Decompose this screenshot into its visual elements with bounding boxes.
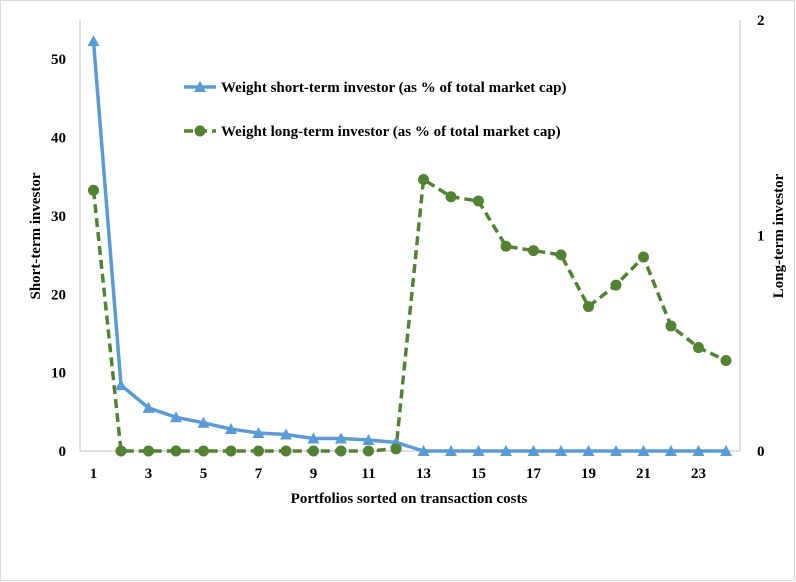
data-point-long-term <box>610 279 622 291</box>
series-markers <box>87 35 732 457</box>
x-axis-label: Portfolios sorted on transaction costs <box>291 491 528 507</box>
data-point-long-term <box>720 354 732 366</box>
data-point-long-term <box>665 320 677 332</box>
data-point-long-term <box>253 445 264 457</box>
data-point-long-term <box>473 195 484 207</box>
data-point-long-term <box>555 249 567 261</box>
data-point-short-term <box>225 423 237 435</box>
data-point-long-term <box>583 301 594 313</box>
legend-label-long-term: Weight long-term investor (as % of total… <box>221 124 561 140</box>
legend-marker-triangle-icon <box>194 81 206 92</box>
x-tick-label: 15 <box>471 466 486 482</box>
data-point-short-term <box>555 445 567 456</box>
series-line-long-term <box>91 177 727 453</box>
data-point-short-term <box>692 445 705 456</box>
data-point-long-term <box>418 173 429 185</box>
data-point-long-term <box>390 443 402 455</box>
y-axis-left-label: Short-term investor <box>28 172 44 299</box>
data-point-long-term <box>528 245 539 257</box>
data-point-short-term <box>582 445 595 456</box>
data-point-short-term <box>720 445 732 456</box>
y-left-tick-label: 40 <box>51 131 66 147</box>
x-tick-label: 1 <box>90 466 98 482</box>
y-left-tick-label: 30 <box>51 209 66 225</box>
x-tick-label: 9 <box>310 466 318 482</box>
y-right-tick-label: 0 <box>757 444 765 460</box>
legend-label-short-term: Weight short-term investor (as % of tota… <box>221 80 566 96</box>
data-point-short-term <box>252 426 265 438</box>
x-tick-label: 21 <box>636 466 651 482</box>
data-point-long-term <box>445 191 457 203</box>
x-tick-label: 5 <box>200 466 208 482</box>
data-point-short-term <box>445 445 457 456</box>
data-point-short-term <box>142 401 155 413</box>
x-tick-label: 7 <box>255 466 263 482</box>
data-point-long-term <box>225 445 237 457</box>
legend: Weight short-term investor (as % of tota… <box>184 80 566 140</box>
data-point-long-term <box>170 445 182 457</box>
data-point-long-term <box>335 445 347 457</box>
data-point-short-term <box>362 434 375 446</box>
data-point-short-term <box>115 379 127 391</box>
legend-item-long-term: Weight long-term investor (as % of total… <box>184 124 561 140</box>
data-point-short-term <box>500 445 512 456</box>
data-point-short-term <box>610 445 622 456</box>
data-point-long-term <box>88 184 99 196</box>
x-tick-label: 13 <box>416 466 431 482</box>
data-point-short-term <box>87 35 100 47</box>
data-point-long-term <box>693 342 704 354</box>
x-tick-label: 11 <box>361 466 375 482</box>
y-axis-right-label: Long-term investor <box>771 173 787 298</box>
data-point-short-term <box>197 416 210 428</box>
y-left-tick-label: 0 <box>59 444 67 460</box>
legend-marker-circle-icon <box>194 125 206 137</box>
data-point-short-term <box>472 445 485 456</box>
data-point-short-term <box>280 428 292 440</box>
data-point-short-term <box>637 445 650 456</box>
x-tick-label: 23 <box>691 466 706 482</box>
data-point-long-term <box>308 445 319 457</box>
data-point-short-term <box>170 411 182 423</box>
series-lines <box>91 41 727 453</box>
x-tick-label: 17 <box>526 466 542 482</box>
data-point-long-term <box>363 445 374 457</box>
data-point-long-term <box>638 251 649 263</box>
series-line-short-term <box>91 41 726 453</box>
data-point-short-term <box>417 445 430 456</box>
legend-item-short-term: Weight short-term investor (as % of tota… <box>184 80 566 96</box>
y-left-tick-label: 20 <box>51 287 66 303</box>
data-point-long-term <box>115 445 127 457</box>
data-point-short-term <box>527 445 540 456</box>
x-tick-label: 19 <box>581 466 596 482</box>
y-right-tick-label: 2 <box>757 13 765 29</box>
data-point-short-term <box>307 432 320 444</box>
y-left-tick-label: 10 <box>51 366 66 382</box>
data-point-short-term <box>665 445 677 456</box>
data-point-short-term <box>335 432 347 444</box>
data-point-long-term <box>143 445 154 457</box>
data-point-long-term <box>500 240 512 252</box>
y-right-tick-label: 1 <box>757 229 765 245</box>
data-point-long-term <box>198 445 209 457</box>
x-tick-label: 3 <box>145 466 153 482</box>
data-point-long-term <box>280 445 292 457</box>
y-left-tick-label: 50 <box>51 52 66 68</box>
